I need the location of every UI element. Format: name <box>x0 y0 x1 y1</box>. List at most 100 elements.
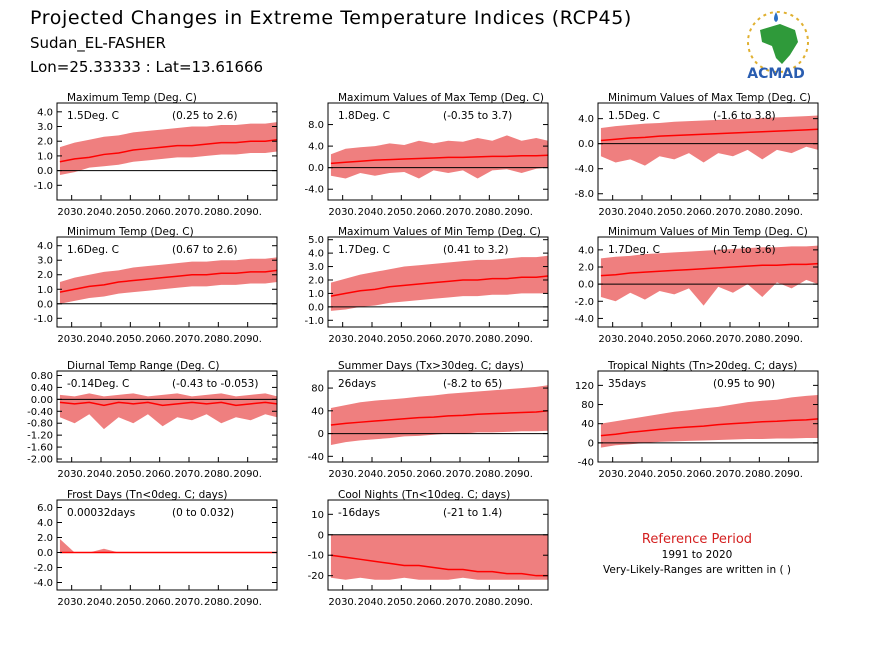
x-tick-label: 2080. <box>204 469 233 480</box>
x-tick-label: 2050. <box>657 207 686 218</box>
median-line <box>330 410 549 426</box>
x-tick-label: 2050. <box>387 334 416 345</box>
x-tick-label: 2080. <box>204 597 233 608</box>
plot-frame <box>597 236 819 328</box>
y-tick-label: 0.0 <box>308 163 324 174</box>
likely-range-band <box>600 394 818 448</box>
mean-change: -0.14Deg. C <box>67 378 129 390</box>
likely-range-band <box>600 245 818 306</box>
y-tick-label: 2.0 <box>37 137 53 148</box>
mean-change: 35days <box>608 378 646 390</box>
y-tick-label: 1.0 <box>37 151 53 162</box>
likely-range-band <box>59 539 277 553</box>
y-tick-label: 0 <box>318 530 324 541</box>
median-line <box>330 275 549 297</box>
x-tick-label: 2040. <box>87 597 116 608</box>
x-tick-label: 2080. <box>745 207 774 218</box>
y-tick-label: 0.0 <box>37 166 53 177</box>
x-tick-label: 2060. <box>416 469 445 480</box>
y-tick-label: 0.80 <box>31 371 53 382</box>
x-tick-label: 2060. <box>145 469 174 480</box>
panel-title: Maximum Values of Min Temp (Deg. C) <box>338 226 541 238</box>
x-tick-label: 2090. <box>233 469 262 480</box>
x-tick-label: 2070. <box>175 597 204 608</box>
reference-note: Very-Likely-Ranges are written in ( ) <box>603 564 791 576</box>
y-tick-label: 10 <box>311 510 324 521</box>
median-line <box>330 154 549 165</box>
x-tick-label: 2060. <box>145 597 174 608</box>
panel: -40 0 40 80 2030. 2040. 2050. 2060. 2070. 2080. 20… <box>308 360 549 480</box>
x-tick-label: 2090. <box>233 334 262 345</box>
logo-text: ACMAD <box>747 66 805 82</box>
likely-range: (-21 to 1.4) <box>443 507 502 519</box>
plot-frame <box>56 236 278 328</box>
likely-range-band <box>330 135 548 179</box>
likely-range-band <box>330 255 548 311</box>
x-tick-label: 2050. <box>657 469 686 480</box>
x-tick-label: 2050. <box>657 334 686 345</box>
likely-range: (0 to 0.032) <box>172 507 234 519</box>
y-tick-label: -4.0 <box>574 164 594 175</box>
plot-frame <box>327 370 549 463</box>
y-tick-label: 0.0 <box>308 302 324 313</box>
x-tick-label: 2060. <box>145 207 174 218</box>
x-tick-label: 2080. <box>745 334 774 345</box>
y-tick-label: 40 <box>311 406 324 417</box>
plot-frame <box>597 102 819 201</box>
mean-change: 1.5Deg. C <box>67 110 119 122</box>
median-line <box>59 269 278 293</box>
logo: ACMAD <box>747 11 809 82</box>
likely-range-band <box>330 534 548 580</box>
y-tick-label: -20 <box>308 571 324 582</box>
likely-range: (-0.7 to 3.6) <box>713 244 776 256</box>
panel: -20 -10 0 10 2030. 2040. 2050. 2060. 2070. 2080. 2… <box>308 489 549 608</box>
y-tick-label: 0 <box>588 438 594 449</box>
y-tick-label: -0.80 <box>27 419 53 430</box>
y-tick-label: -40 <box>308 452 324 463</box>
y-tick-label: 0.0 <box>578 280 594 291</box>
y-tick-label: 3.0 <box>37 256 53 267</box>
mean-change: 1.7Deg. C <box>338 244 390 256</box>
y-tick-label: 80 <box>311 384 324 395</box>
x-tick-label: 2040. <box>628 469 657 480</box>
likely-range: (0.95 to 90) <box>713 378 775 390</box>
panel-title: Minimum Temp (Deg. C) <box>67 226 194 238</box>
y-tick-label: -4.0 <box>33 578 53 589</box>
x-tick-label: 2090. <box>774 207 803 218</box>
x-tick-label: 2070. <box>175 207 204 218</box>
x-tick-label: 2040. <box>358 207 387 218</box>
y-tick-label: 0.00 <box>31 395 53 406</box>
x-tick-label: 2040. <box>628 207 657 218</box>
mean-change: 1.7Deg. C <box>608 244 660 256</box>
plot-frame <box>56 370 278 463</box>
plot-frame <box>327 499 549 591</box>
y-tick-label: 6.0 <box>37 503 53 514</box>
x-tick-label: 2070. <box>175 469 204 480</box>
plot-frame <box>597 370 819 463</box>
mean-change: 26days <box>338 378 376 390</box>
x-tick-label: 2060. <box>686 469 715 480</box>
x-tick-label: 2070. <box>175 334 204 345</box>
likely-range-band <box>59 257 277 304</box>
y-tick-label: -2.0 <box>33 563 53 574</box>
x-tick-label: 2050. <box>387 207 416 218</box>
plot-frame <box>327 236 549 328</box>
panel-title: Cool Nights (Tn<10deg. C; days) <box>338 489 510 501</box>
x-tick-label: 2080. <box>475 597 504 608</box>
panel-title: Minimum Values of Max Temp (Deg. C) <box>608 92 811 104</box>
x-tick-label: 2040. <box>358 597 387 608</box>
mean-change: 1.6Deg. C <box>67 244 119 256</box>
mean-change: 0.00032days <box>67 507 135 519</box>
x-tick-label: 2050. <box>387 469 416 480</box>
mean-change: 1.8Deg. C <box>338 110 390 122</box>
likely-range: (0.25 to 2.6) <box>172 110 238 122</box>
x-tick-label: 2040. <box>87 207 116 218</box>
x-tick-label: 2030. <box>57 597 86 608</box>
y-tick-label: 2.0 <box>37 270 53 281</box>
panel-title: Diurnal Temp Range (Deg. C) <box>67 360 219 372</box>
x-tick-label: 2040. <box>87 469 116 480</box>
x-tick-label: 2060. <box>686 207 715 218</box>
x-tick-label: 2030. <box>598 207 627 218</box>
logo-ring <box>747 11 809 73</box>
